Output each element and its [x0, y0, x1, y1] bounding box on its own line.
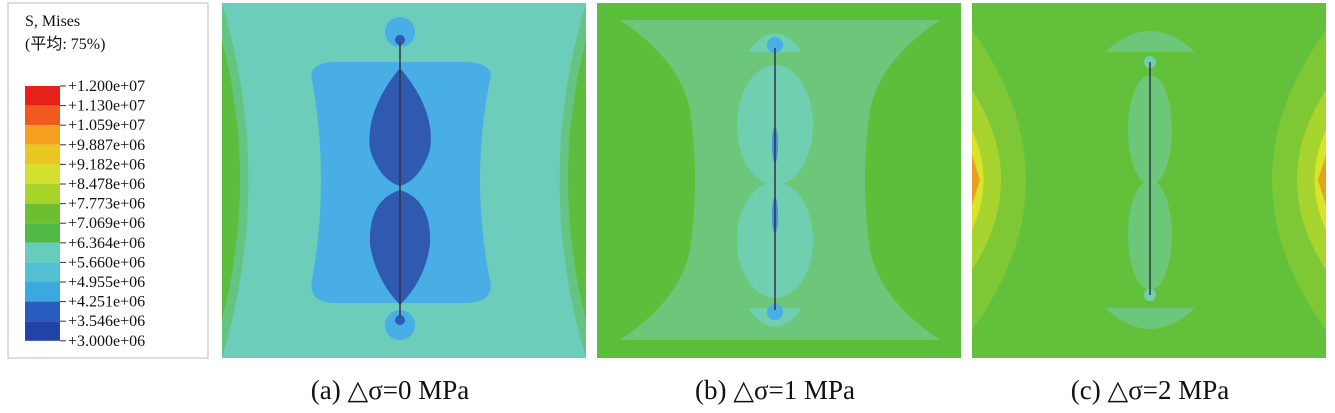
color-swatch	[25, 164, 60, 184]
legend-subtitle: (平均: 75%)	[25, 35, 105, 53]
contour-panel-b	[597, 3, 961, 358]
color-swatch	[25, 223, 60, 243]
legend-label: +9.182e+06	[68, 156, 145, 173]
panel-caption: (c) △σ=2 MPa	[1071, 375, 1230, 405]
legend-label: +4.955e+06	[68, 274, 145, 291]
legend-label: +6.364e+06	[68, 235, 145, 252]
legend-label: +4.251e+06	[68, 294, 145, 311]
legend-label: +1.059e+07	[68, 117, 145, 134]
color-swatch	[25, 86, 60, 106]
legend-label: +5.660e+06	[68, 254, 145, 271]
legend-title: S, Mises	[25, 13, 80, 30]
legend-label: +3.000e+06	[68, 333, 145, 350]
contour-panel-a	[222, 3, 586, 358]
color-swatch	[25, 321, 60, 341]
legend-label: +1.200e+07	[68, 78, 145, 95]
color-swatch	[25, 144, 60, 165]
legend-label: +7.773e+06	[68, 196, 145, 213]
color-swatch	[25, 203, 60, 224]
legend-label: +1.130e+07	[68, 98, 145, 115]
legend-label: +9.887e+06	[68, 137, 145, 154]
color-swatch	[25, 282, 60, 302]
legend-label: +3.546e+06	[68, 313, 145, 330]
panel-caption: (a) △σ=0 MPa	[311, 375, 470, 405]
contour-panel-c	[972, 3, 1326, 358]
color-swatch	[25, 105, 60, 126]
color-swatch	[25, 242, 60, 263]
color-swatch	[25, 262, 60, 282]
color-swatch	[25, 125, 60, 145]
legend-label: +8.478e+06	[68, 176, 145, 193]
color-bar: +1.200e+07 +1.130e+07 +1.059e+07 +9.887e+06…	[25, 78, 145, 350]
color-swatch	[25, 301, 60, 322]
panel-caption: (b) △σ=1 MPa	[695, 375, 855, 405]
color-swatch	[25, 184, 60, 204]
legend-label: +7.069e+06	[68, 215, 145, 232]
